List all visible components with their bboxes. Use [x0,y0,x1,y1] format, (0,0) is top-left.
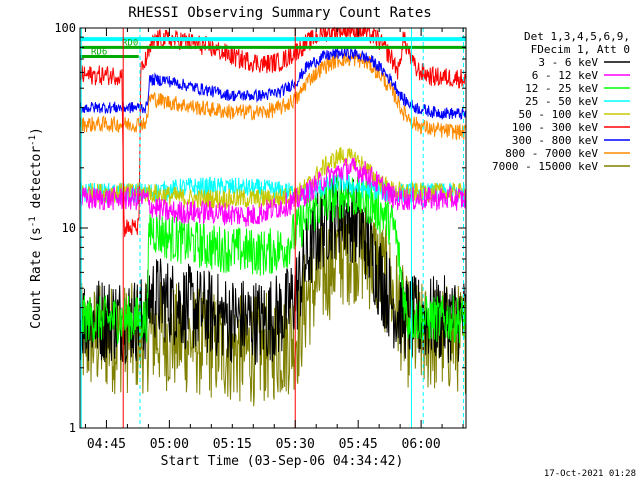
legend-label: 300 - 800 keV [512,134,598,147]
series-line [79,50,467,141]
series-line [79,172,467,345]
chart-title: RHESSI Observing Summary Count Rates [128,5,431,21]
x-tick-label: 06:00 [402,437,441,452]
series-line [79,26,467,237]
legend-label: 3 - 6 keV [538,56,598,69]
series-line [79,157,467,227]
attenuator-bar-label: RD0 [122,38,138,48]
y-axis-label: Count Rate (s-1 detector-1) [28,127,44,329]
x-tick-label: 05:45 [339,437,378,452]
x-axis: 04:45 05:00 05:15 05:30 05:45 06:00 [84,28,464,452]
legend-label: 50 - 100 keV [519,108,599,121]
legend: Det 1,3,4,5,6,9,FDecim 1, Att 03 - 6 keV… [492,30,630,173]
legend-label: 12 - 25 keV [525,82,598,95]
footer-timestamp: 17-Oct-2021 01:28 [544,469,636,479]
legend-label: 7000 - 15000 keV [492,160,598,173]
attenuator-bar-label: RD6 [91,48,107,58]
x-tick-label: 05:30 [276,437,315,452]
x-tick-label: 05:00 [150,437,189,452]
x-tick-label: 04:45 [87,437,126,452]
y-tick-label: 100 [54,21,76,35]
legend-label: 6 - 12 keV [532,69,599,82]
legend-label: 800 - 7000 keV [505,147,598,160]
legend-header: Det 1,3,4,5,6,9, [524,30,630,43]
legend-header: FDecim 1, Att 0 [531,43,630,56]
y-axis: 1 10 100 [54,21,466,435]
series-line [79,146,467,211]
series-line [79,45,467,121]
y-tick-label: 1 [69,421,76,435]
legend-label: 25 - 50 keV [525,95,598,108]
legend-label: 100 - 300 keV [512,121,598,134]
y-tick-label: 10 [62,221,76,235]
x-axis-label: Start Time (03-Sep-06 04:34:42) [161,454,404,469]
x-tick-label: 05:15 [213,437,252,452]
plot-area: RD0 RD6 [79,26,467,429]
